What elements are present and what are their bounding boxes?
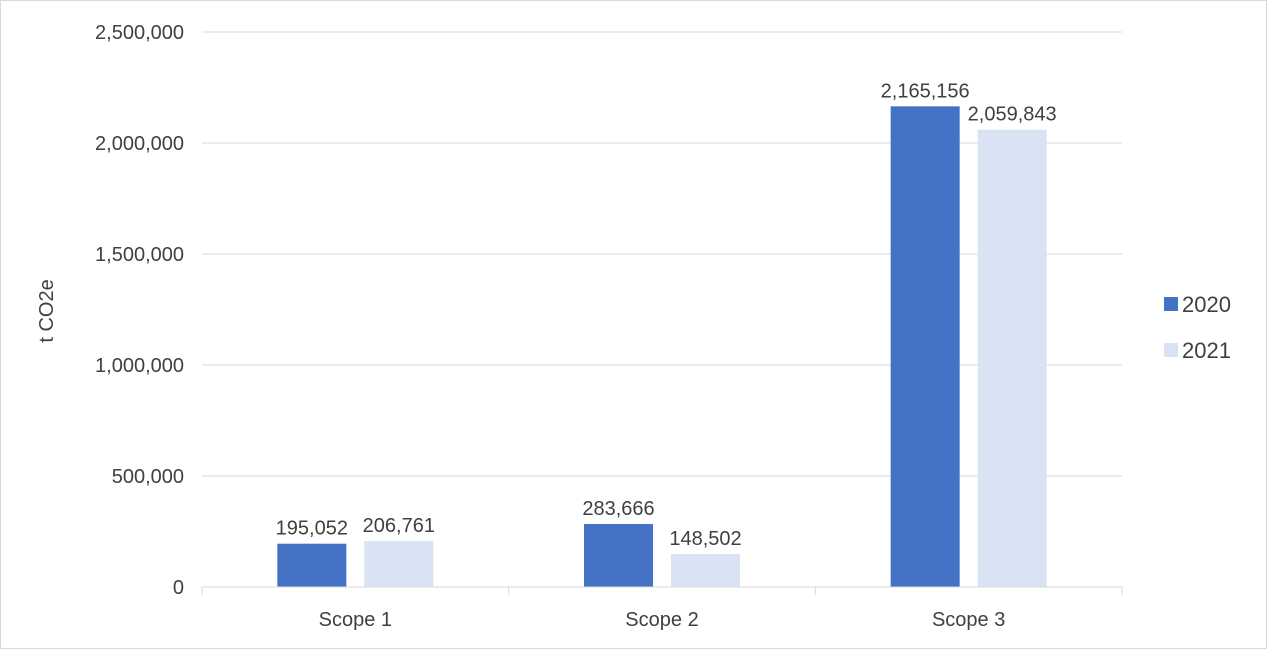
data-label: 283,666 xyxy=(582,498,654,520)
y-tick-label: 2,000,000 xyxy=(95,133,184,155)
gridlines xyxy=(202,31,1122,477)
y-axis-label: t CO2e xyxy=(36,279,58,342)
legend-swatch xyxy=(1164,343,1178,357)
data-labels: 195,052 206,761 283,666 148,502 2,165,1562,0… xyxy=(276,80,1057,550)
y-axis-ticks: 0 500,000 1,000,000 1,500,000 2,000,000 2,500… xyxy=(95,22,184,599)
legend-label: 2021 xyxy=(1182,338,1231,363)
data-label: 2,165,156 xyxy=(881,80,970,102)
bar-2021-scope-2 xyxy=(671,554,740,587)
y-tick-label: 0 xyxy=(173,577,184,599)
y-tick-label: 500,000 xyxy=(112,466,184,488)
x-tick-label: Scope 1 xyxy=(319,609,392,631)
data-label: 148,502 xyxy=(669,528,741,550)
y-tick-label: 1,500,000 xyxy=(95,244,184,266)
y-tick-label: 1,000,000 xyxy=(95,355,184,377)
data-label: 206,761 xyxy=(363,515,435,537)
data-label: 195,052 xyxy=(276,518,348,540)
x-tick-label: Scope 3 xyxy=(932,609,1005,631)
y-tick-label: 2,500,000 xyxy=(95,22,184,44)
x-tick-label: Scope 2 xyxy=(625,609,698,631)
bar-2021-scope-1 xyxy=(364,541,434,587)
legend-label: 2020 xyxy=(1182,292,1231,317)
legend-swatch xyxy=(1164,297,1178,311)
x-axis: Scope 1 Scope 2 Scope 3 xyxy=(201,586,1123,631)
legend: 2020 2021 xyxy=(1164,292,1231,363)
bar-2020-scope-3 xyxy=(890,106,960,588)
bars xyxy=(277,106,1047,588)
bar-2020-scope-2 xyxy=(584,524,653,587)
bar-2020-scope-1 xyxy=(277,543,347,587)
bar-2021-scope-3 xyxy=(977,129,1047,588)
data-label: 2,059,843 xyxy=(968,104,1057,126)
